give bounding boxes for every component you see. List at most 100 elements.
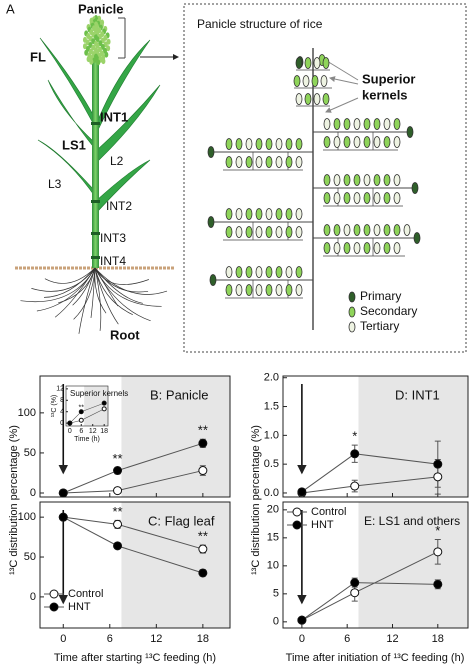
y-tick-label: 0.0 (264, 487, 279, 499)
callout-arrow (325, 97, 359, 113)
legend-swatch (348, 321, 356, 333)
kernel (302, 75, 310, 87)
kernel (333, 118, 341, 130)
kernel (363, 118, 371, 130)
night-shade (358, 502, 468, 628)
legend-marker (292, 507, 302, 517)
root-line (31, 267, 96, 292)
legend-marker (292, 520, 302, 530)
inset-y-label: ¹³C (%) (51, 395, 58, 418)
root-line (94, 267, 133, 315)
plant-label: L2 (110, 154, 124, 168)
y-tick-label: 0.5 (264, 458, 279, 470)
kernel (225, 138, 233, 150)
chart: 0 50 100 B: Panicle ** ** (18, 375, 231, 499)
kernel (393, 224, 401, 236)
root-line (94, 267, 168, 295)
kernel (323, 136, 331, 148)
kernel (353, 118, 361, 130)
night-shade (121, 502, 230, 628)
kernel (225, 208, 233, 220)
point (113, 541, 123, 551)
kernel (406, 126, 414, 138)
kernel (275, 138, 283, 150)
kernel (383, 136, 391, 148)
kernel (333, 224, 341, 236)
legend-label: Control (311, 506, 346, 518)
x-tick-label: 0 (299, 633, 305, 645)
kernel (285, 284, 293, 296)
kernel (343, 192, 351, 204)
y-tick-label: 100 (18, 511, 36, 523)
kernel (295, 57, 303, 69)
kernel (383, 118, 391, 130)
kernel (235, 138, 243, 150)
legend-marker (49, 589, 59, 599)
kernel (322, 57, 330, 69)
kernel (293, 75, 301, 87)
root-line (94, 267, 119, 325)
significance: ** (112, 451, 122, 466)
kernel (255, 226, 263, 238)
legend-swatch (348, 291, 356, 303)
y-tick-label: 5 (273, 588, 279, 600)
y-tick-label: 10 (267, 560, 279, 572)
root-line (43, 267, 96, 298)
kernel (235, 284, 243, 296)
point (78, 417, 84, 423)
kernel (333, 192, 341, 204)
inset-x-label: Time (h) (74, 436, 100, 443)
point (350, 449, 360, 459)
chart-title: C: Flag leaf (148, 513, 215, 528)
leaf (37, 139, 97, 199)
kernel (413, 232, 421, 244)
kernel (363, 224, 371, 236)
x-tick-label: 0 (60, 633, 66, 645)
kernel (245, 208, 253, 220)
x-tick-label: 6 (79, 428, 83, 435)
y-tick-label: 20 (267, 504, 279, 516)
leaf (96, 84, 161, 161)
kernel (275, 284, 283, 296)
kernel (207, 146, 215, 158)
kernel (373, 242, 381, 254)
kernel (295, 284, 303, 296)
grain (96, 59, 101, 66)
legend-label: Primary (360, 289, 401, 303)
point (198, 438, 208, 448)
point (113, 486, 123, 496)
kernel (373, 174, 381, 186)
stem (92, 60, 99, 268)
kernel (311, 75, 319, 87)
kernel (295, 156, 303, 168)
point (101, 400, 107, 406)
kernel (313, 57, 321, 69)
legend-label: HNT (68, 601, 91, 613)
node (91, 256, 100, 259)
night-shade (358, 376, 468, 497)
y-tick-label: 1.0 (264, 429, 279, 441)
kernel (225, 284, 233, 296)
kernel (245, 138, 253, 150)
kernel (323, 242, 331, 254)
y-tick-label: 50 (24, 551, 36, 563)
significance: ** (198, 529, 208, 544)
legend-label: Secondary (360, 304, 417, 318)
kernel (383, 192, 391, 204)
root-line (94, 267, 107, 314)
kernel (383, 224, 391, 236)
y-tick-label: 12 (56, 386, 64, 393)
point (198, 466, 208, 476)
point (433, 472, 443, 482)
legend-label: Control (68, 588, 103, 600)
kernel (255, 208, 263, 220)
kernel (225, 226, 233, 238)
y-tick-label: 50 (24, 447, 36, 459)
grain (101, 58, 106, 65)
y-tick-label: 0 (273, 616, 279, 628)
point (433, 459, 443, 469)
y-axis-label: ¹³C distribution percentage (%) (250, 425, 262, 575)
point (198, 568, 208, 578)
chart-title: B: Panicle (150, 387, 209, 402)
